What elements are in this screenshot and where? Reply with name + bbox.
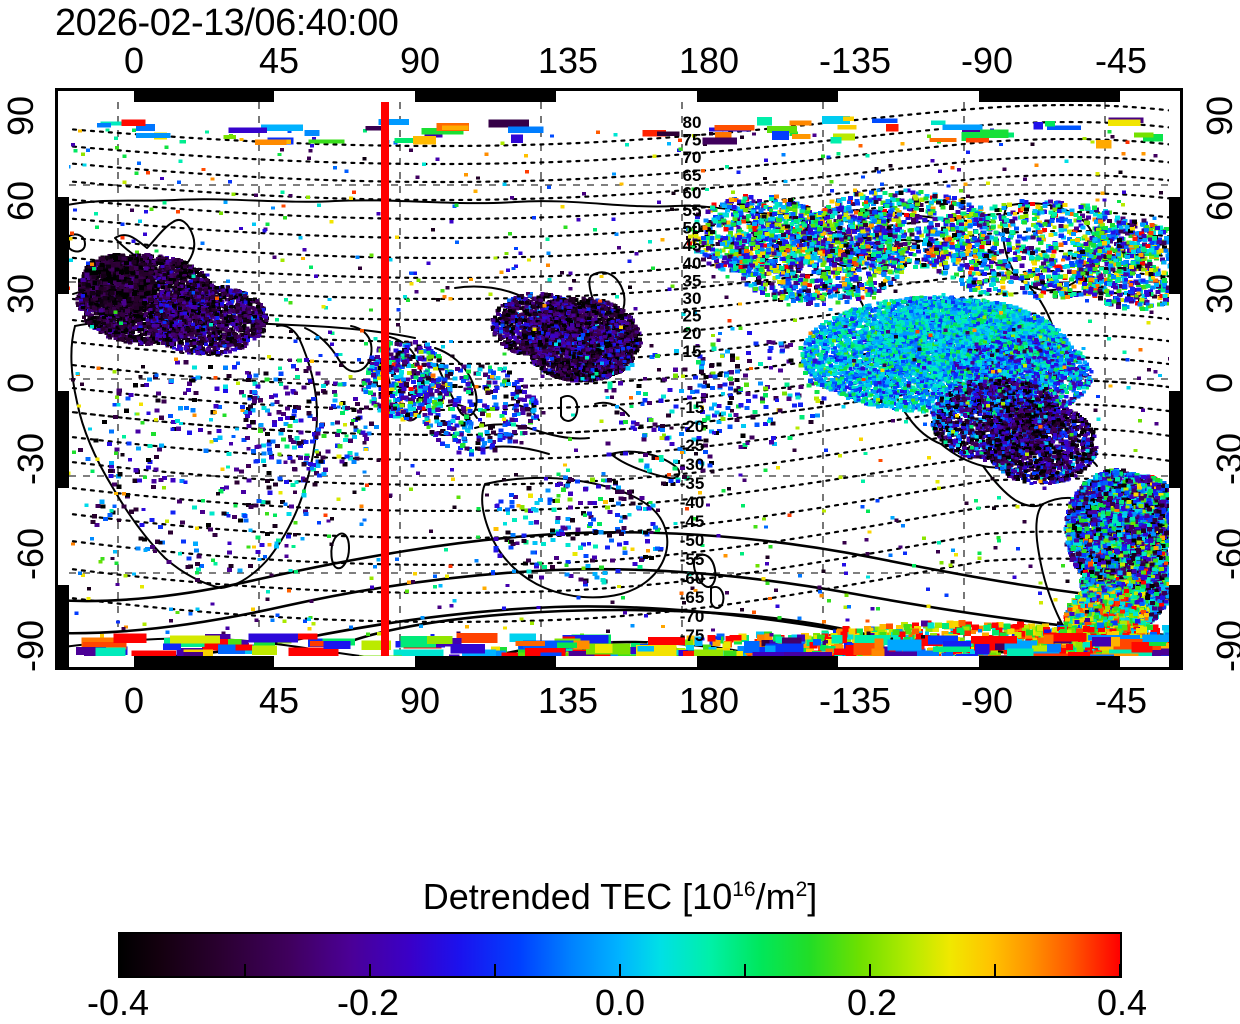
maglat-label--15: -15 [680, 398, 705, 417]
map-plot-area[interactable]: 80 75 70 65 60 55 50 45 40 35 30 25 20 15 -15 -20 -25 -30… [55, 88, 1183, 670]
lat-tick-right-m30: -30 [1209, 409, 1240, 509]
maglat-label--50: -50 [680, 531, 705, 550]
lon-tick-bottom-m135: -135 [790, 680, 920, 722]
maglat-label--25: -25 [680, 436, 705, 455]
lat-tick-right-90: 90 [1199, 76, 1240, 156]
colorbar-tick-6 [869, 964, 871, 976]
maglat-label--30: -30 [680, 455, 705, 474]
lat-tick-right-30: 30 [1199, 254, 1240, 334]
maglat-label-15: 15 [683, 342, 702, 361]
colorbar-label-00: 0.0 [570, 982, 670, 1024]
lon-tick-bottom-m45: -45 [1066, 680, 1176, 722]
colorbar-title-text: Detrended TEC [10 [423, 876, 733, 917]
page-title: 2026-02-13/06:40:00 [55, 2, 398, 45]
colorbar-tick-5 [744, 964, 746, 976]
maglat-label--45: -45 [680, 512, 705, 531]
axis-band-top [58, 91, 1180, 102]
lon-tick-top-m90: -90 [932, 40, 1042, 82]
lon-tick-top-90: 90 [380, 40, 460, 82]
colorbar-tick-3 [494, 964, 496, 976]
maglat-label--70: -70 [680, 607, 705, 626]
maglat-label--40: -40 [680, 493, 705, 512]
maglat-label-45: 45 [683, 236, 702, 255]
maglat-label-65: 65 [683, 166, 702, 185]
lon-tick-bottom-m90: -90 [932, 680, 1042, 722]
lat-tick-left-m60: -60 [10, 504, 52, 604]
axis-band-right [1169, 91, 1180, 667]
lat-tick-left-m90: -90 [10, 596, 52, 696]
lon-tick-bottom-180: 180 [654, 680, 764, 722]
lon-tick-bottom-135: 135 [513, 680, 623, 722]
lon-tick-top-0: 0 [104, 40, 164, 82]
colorbar-title-exp: 16 [732, 878, 755, 901]
lon-tick-top-180: 180 [654, 40, 764, 82]
lat-tick-left-m30: -30 [10, 409, 52, 509]
colorbar-label-m02: -0.2 [318, 982, 418, 1024]
colorbar-label-02: 0.2 [822, 982, 922, 1024]
colorbar-tick-8 [1119, 964, 1121, 976]
colorbar-title: Detrended TEC [1016/m2] [0, 876, 1240, 918]
maglat-label-75: 75 [683, 131, 702, 150]
colorbar-label-04: 0.4 [1072, 982, 1172, 1024]
colorbar-title-close: ] [807, 876, 817, 917]
lat-tick-right-m60: -60 [1209, 504, 1240, 604]
maglat-label-80: 80 [683, 113, 702, 132]
maglat-label--35: -35 [680, 474, 705, 493]
colorbar-tick-0 [120, 964, 122, 976]
lon-tick-bottom-90: 90 [380, 680, 460, 722]
maglat-label--60: -60 [680, 569, 705, 588]
lon-tick-top-m45: -45 [1066, 40, 1176, 82]
maglat-label--65: -65 [680, 588, 705, 607]
lat-tick-left-30: 30 [0, 254, 42, 334]
colorbar-tick-4 [619, 964, 621, 976]
maglat-label-35: 35 [683, 271, 702, 290]
lat-tick-left-60: 60 [0, 161, 42, 241]
maglat-label--75: -75 [680, 626, 705, 645]
lon-tick-top-m135: -135 [790, 40, 920, 82]
colorbar-title-tail-exp: 2 [796, 878, 808, 901]
maglat-label-70: 70 [683, 148, 702, 167]
maglat-label-20: 20 [683, 324, 702, 343]
solar-meridian-line [381, 88, 389, 670]
maglat-label-30: 30 [683, 289, 702, 308]
maglat-label-25: 25 [683, 307, 702, 326]
maglat-label-55: 55 [683, 201, 702, 220]
colorbar-tick-7 [994, 964, 996, 976]
maglat-label-60: 60 [683, 183, 702, 202]
colorbar-gradient[interactable] [118, 932, 1122, 978]
lon-tick-bottom-45: 45 [239, 680, 319, 722]
lat-tick-right-60: 60 [1199, 161, 1240, 241]
colorbar-tick-1 [244, 964, 246, 976]
maglat-label--20: -20 [680, 417, 705, 436]
colorbar-title-tail: /m [756, 876, 796, 917]
lat-tick-left-90: 90 [0, 76, 42, 156]
colorbar-tick-2 [369, 964, 371, 976]
lon-tick-top-135: 135 [513, 40, 623, 82]
axis-band-bottom [58, 656, 1180, 667]
lon-tick-top-45: 45 [239, 40, 319, 82]
lat-tick-right-m90: -90 [1209, 596, 1240, 696]
maglat-label--55: -55 [680, 550, 705, 569]
lon-tick-bottom-0: 0 [104, 680, 164, 722]
maglat-label-40: 40 [683, 254, 702, 273]
axis-band-left [58, 91, 69, 667]
maglat-label-50: 50 [683, 219, 702, 238]
colorbar-label-m04: -0.4 [68, 982, 168, 1024]
